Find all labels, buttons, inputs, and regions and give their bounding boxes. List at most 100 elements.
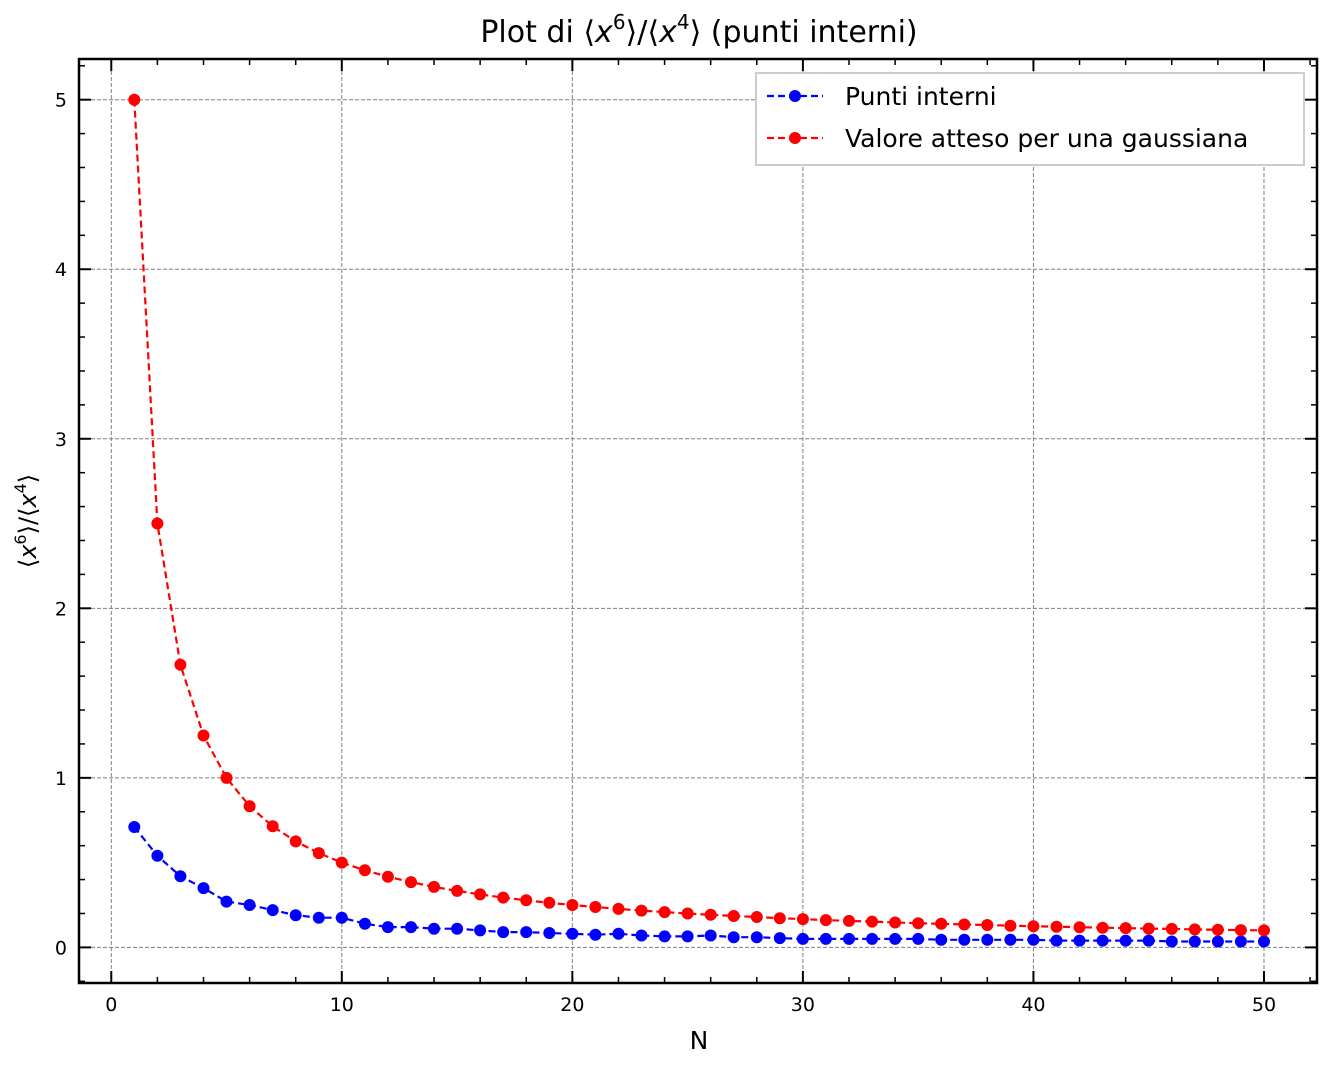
- series-1-point: [335, 911, 348, 924]
- series-1-point: [958, 933, 971, 946]
- series-1-point: [727, 931, 740, 944]
- series-2-point: [428, 880, 440, 893]
- series-2-point: [312, 847, 325, 860]
- series-1-point: [1073, 934, 1086, 947]
- series-2-point: [174, 658, 187, 671]
- series-1-point: [912, 932, 925, 945]
- legend-label-series-1: Punti interni: [845, 82, 997, 111]
- series-2-point: [727, 910, 740, 922]
- series-2-point: [128, 93, 141, 106]
- series-2-point: [1119, 922, 1132, 935]
- series-1-point: [174, 870, 187, 883]
- series-2-point: [1188, 923, 1201, 936]
- y-axis-label: ⟨x6⟩/⟨x4⟩: [11, 474, 42, 568]
- series-1-point: [428, 922, 440, 935]
- series-1-point: [266, 904, 279, 917]
- x-tick-label: 50: [1252, 994, 1276, 1016]
- series-1-point: [1165, 935, 1178, 948]
- series-1-point: [635, 929, 648, 942]
- series-2-point: [958, 918, 971, 931]
- series-2-point: [220, 771, 233, 784]
- series-2-point: [635, 904, 648, 917]
- series-2-point: [1211, 923, 1224, 936]
- series-1-point: [612, 927, 625, 940]
- series-2-point: [497, 891, 510, 904]
- series-2-point: [566, 899, 579, 911]
- series-1-point: [1096, 934, 1109, 947]
- series-1-point: [543, 927, 556, 939]
- x-tick-label: 40: [1021, 994, 1045, 1016]
- series-2-point: [266, 820, 279, 833]
- series-1-point: [935, 933, 948, 946]
- series-1-point: [843, 932, 855, 945]
- legend-frame: [755, 72, 1305, 166]
- x-tick-label: 10: [330, 994, 354, 1016]
- y-tick-label: 5: [55, 90, 67, 112]
- series-2-point: [658, 906, 671, 919]
- series-1-point: [381, 921, 394, 934]
- series-2-point: [796, 913, 809, 926]
- series-2-point: [520, 894, 533, 907]
- series-2-point: [1142, 922, 1155, 935]
- series-1-point: [1004, 933, 1017, 946]
- series-2-point: [1073, 921, 1086, 934]
- plot-frame: [77, 57, 1319, 985]
- series-1-point: [497, 926, 510, 939]
- series-1-point: [889, 932, 902, 945]
- series-2-point: [912, 917, 925, 930]
- legend-marker-series-1: [789, 90, 801, 102]
- plot-series: [128, 93, 1270, 948]
- series-2-point: [681, 907, 694, 920]
- series-1-point: [866, 932, 879, 945]
- series-2-point: [589, 901, 602, 913]
- axes: 0 10 20 30 40 50 0 1 2 3 4 5: [55, 57, 1319, 1016]
- series-1-point: [220, 895, 233, 908]
- x-tick-label: 30: [791, 994, 815, 1016]
- series-1-point: [704, 929, 717, 942]
- series-1-point: [451, 922, 464, 935]
- series-1-point: [589, 928, 602, 941]
- series-2-point: [1234, 924, 1247, 937]
- y-tick-label: 3: [55, 429, 67, 451]
- series-1-point: [681, 930, 694, 943]
- legend-marker-series-2: [789, 132, 801, 144]
- series-2-point: [612, 902, 625, 915]
- series-1-point: [981, 933, 994, 946]
- series-2-point: [1096, 921, 1109, 934]
- series-1-point: [1027, 933, 1040, 946]
- series-2-point: [335, 856, 348, 869]
- legend: Punti interni Valore atteso per una gaus…: [755, 72, 1305, 166]
- series-2-point: [381, 870, 394, 883]
- series-2-point: [1027, 920, 1040, 933]
- series-1-point: [243, 899, 256, 911]
- series-1-point: [197, 882, 210, 895]
- series-2-point: [866, 915, 879, 928]
- y-tick-label: 1: [55, 768, 67, 790]
- series-2-point: [243, 800, 256, 813]
- series-1-point: [796, 932, 809, 945]
- series-2-point: [474, 888, 487, 901]
- series-1-point: [1142, 934, 1155, 947]
- series-1-point: [405, 921, 417, 934]
- series-1-point: [358, 917, 371, 930]
- series-2-point: [289, 835, 302, 848]
- series-1-point: [1258, 935, 1270, 948]
- chart-title: Plot di ⟨x6⟩/⟨x4⟩ (punti interni): [480, 10, 917, 50]
- series-2-point: [1004, 919, 1017, 932]
- series-2-point: [358, 864, 371, 877]
- grid-lines: [79, 59, 1317, 983]
- series-1-point: [1211, 935, 1224, 948]
- series-1-point: [566, 927, 579, 940]
- y-tick-label: 4: [55, 259, 67, 281]
- series-2-point: [843, 914, 855, 927]
- series-1-point: [1119, 934, 1132, 947]
- series-2-point: [151, 517, 164, 530]
- series-1-point: [750, 931, 763, 944]
- series-1-point: [289, 909, 302, 922]
- x-tick-label: 20: [560, 994, 584, 1016]
- series-1-point: [312, 911, 325, 924]
- series-2-point: [1050, 920, 1063, 933]
- series-1-point: [520, 926, 533, 939]
- x-axis-label: N: [690, 1026, 709, 1055]
- series-2-point: [981, 919, 994, 931]
